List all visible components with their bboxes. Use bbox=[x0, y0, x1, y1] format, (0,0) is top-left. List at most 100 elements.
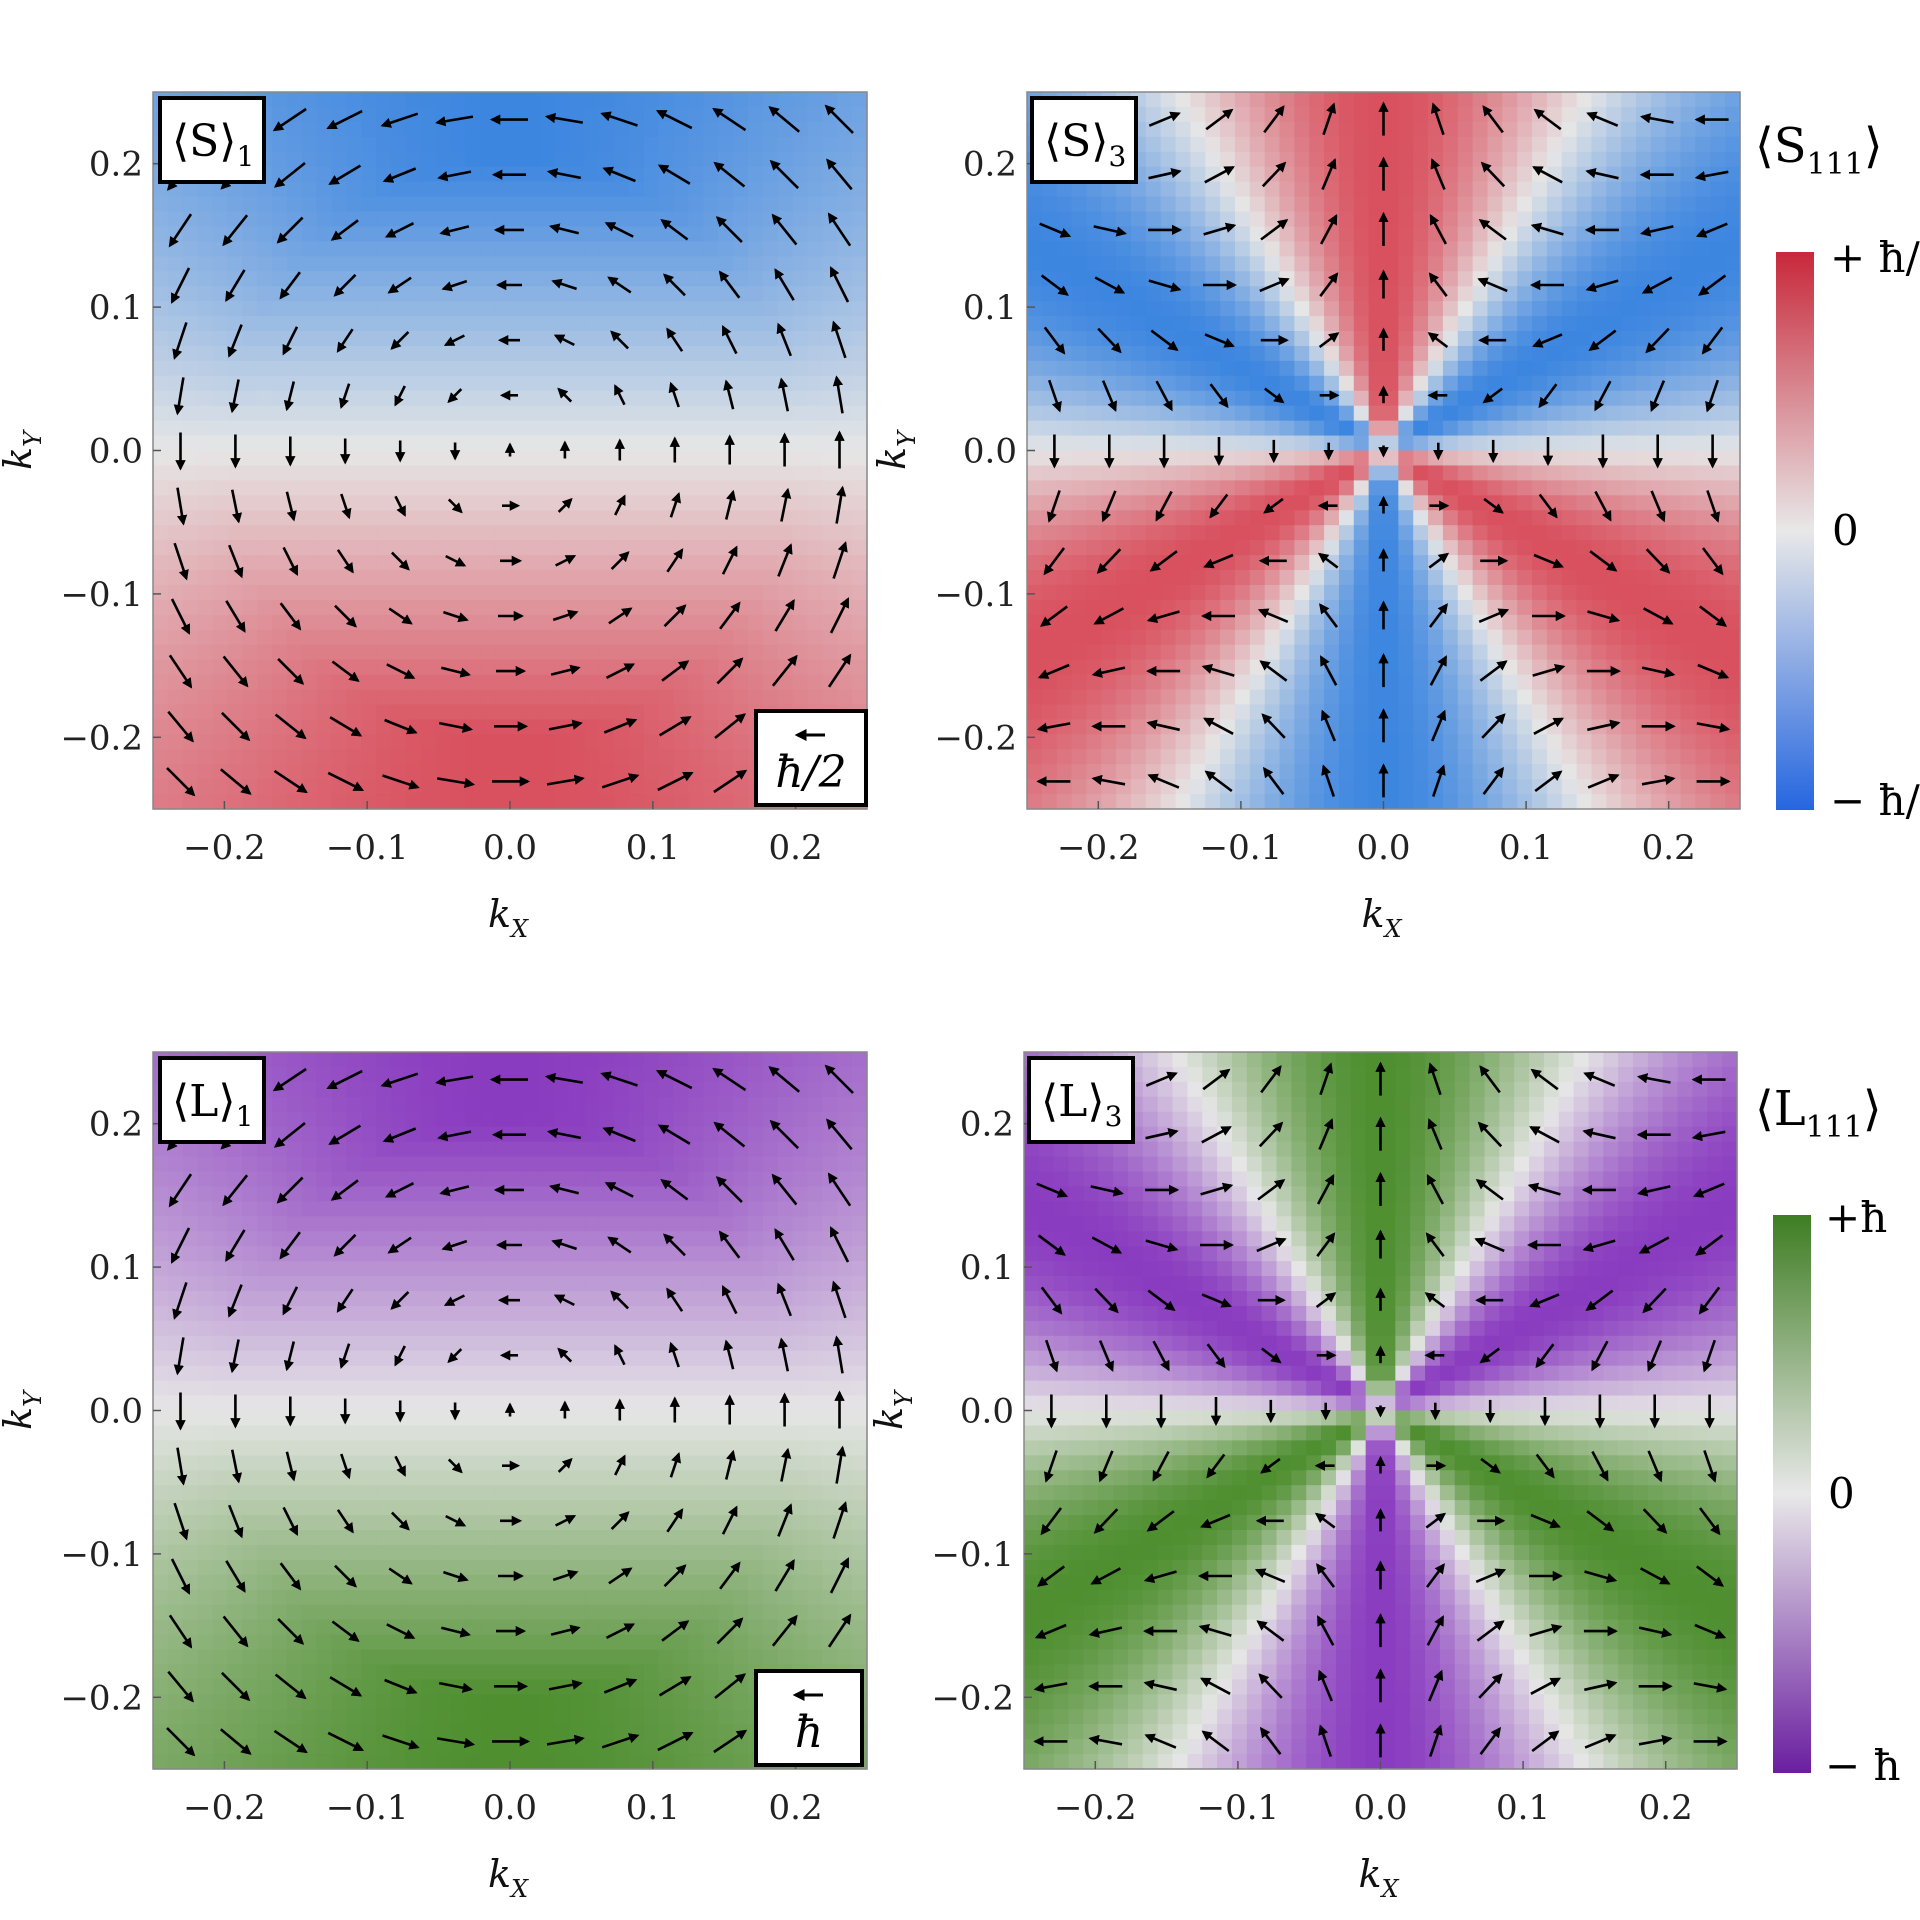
heatmap-cell bbox=[658, 465, 675, 481]
field-arrow bbox=[331, 660, 360, 682]
heatmap-cell bbox=[1116, 420, 1132, 437]
field-arrow bbox=[1645, 548, 1671, 574]
heatmap-cell bbox=[1383, 495, 1399, 511]
heatmap-cell bbox=[257, 316, 273, 332]
heatmap-cell bbox=[1056, 360, 1073, 377]
heatmap-cell bbox=[1428, 465, 1444, 481]
heatmap-cell bbox=[1457, 480, 1474, 496]
field-arrow bbox=[442, 610, 469, 623]
heatmap-cell bbox=[316, 435, 333, 452]
heatmap-cell bbox=[643, 689, 660, 706]
heatmap-cell bbox=[614, 629, 630, 646]
heatmap-cell bbox=[614, 704, 630, 720]
heatmap-cell bbox=[703, 390, 719, 407]
field-arrow bbox=[1645, 327, 1670, 354]
heatmap-cell bbox=[524, 166, 541, 183]
heatmap-cell bbox=[361, 540, 377, 556]
heatmap-cell bbox=[1695, 211, 1711, 228]
heatmap-cell bbox=[1383, 286, 1399, 302]
heatmap-cell bbox=[495, 181, 511, 198]
heatmap-cell bbox=[1101, 480, 1117, 496]
heatmap-cell bbox=[762, 465, 779, 481]
heatmap-cell bbox=[480, 465, 496, 481]
heatmap-cell bbox=[480, 136, 496, 153]
heatmap-cell bbox=[1338, 405, 1355, 422]
heatmap-cell bbox=[1576, 405, 1593, 422]
heatmap-cell bbox=[346, 614, 362, 631]
heatmap-cell bbox=[703, 345, 719, 362]
field-arrow bbox=[555, 554, 577, 567]
heatmap-cell bbox=[539, 375, 556, 392]
heatmap-cell bbox=[1101, 704, 1117, 720]
heatmap-cell bbox=[1145, 779, 1162, 795]
heatmap-cell bbox=[733, 555, 749, 571]
heatmap-cell bbox=[539, 390, 556, 407]
field-arrow bbox=[273, 161, 306, 188]
heatmap-cell bbox=[286, 301, 303, 317]
heatmap-cell bbox=[1576, 196, 1593, 213]
heatmap-cell bbox=[1665, 211, 1682, 228]
heatmap-cell bbox=[1145, 151, 1162, 168]
heatmap-cell bbox=[1442, 106, 1459, 123]
heatmap-cell bbox=[346, 435, 362, 452]
heatmap-cell bbox=[1309, 390, 1325, 407]
heatmap-cell bbox=[524, 256, 541, 272]
heatmap-cell bbox=[435, 495, 452, 511]
field-arrow bbox=[655, 109, 693, 130]
heatmap-cell bbox=[1413, 779, 1429, 795]
heatmap-cell bbox=[391, 570, 407, 586]
heatmap-cell bbox=[1487, 181, 1503, 198]
heatmap-cell bbox=[629, 286, 645, 302]
heatmap-cell bbox=[1071, 570, 1088, 586]
heatmap-cell bbox=[1205, 405, 1221, 422]
heatmap-cell bbox=[643, 286, 660, 302]
heatmap-cell bbox=[1695, 674, 1711, 691]
heatmap-cell bbox=[1071, 435, 1088, 452]
heatmap-cell bbox=[1353, 450, 1370, 467]
heatmap-cell bbox=[852, 465, 868, 481]
heatmap-cell bbox=[1383, 181, 1399, 198]
heatmap-cell bbox=[1457, 316, 1474, 332]
heatmap-cell bbox=[688, 659, 704, 676]
heatmap-cell bbox=[1324, 256, 1340, 272]
heatmap-cell bbox=[510, 420, 526, 437]
heatmap-cell bbox=[495, 644, 511, 661]
heatmap-cell bbox=[539, 435, 556, 452]
heatmap-cell bbox=[554, 136, 571, 153]
heatmap-cell bbox=[673, 166, 690, 183]
vector-field bbox=[1036, 101, 1731, 798]
heatmap-cell bbox=[1591, 151, 1607, 168]
heatmap-cell bbox=[733, 106, 749, 123]
heatmap-cell bbox=[1532, 689, 1548, 706]
heatmap-cell bbox=[1650, 181, 1667, 198]
heatmap-cell bbox=[614, 450, 630, 467]
heatmap-cell bbox=[748, 435, 764, 452]
heatmap-cell bbox=[1041, 316, 1058, 332]
heatmap-cell bbox=[1576, 92, 1593, 108]
heatmap-cell bbox=[733, 689, 749, 706]
heatmap-cell bbox=[524, 301, 541, 317]
heatmap-cell bbox=[748, 151, 764, 168]
heatmap-cell bbox=[792, 241, 809, 257]
field-arrow bbox=[447, 498, 463, 514]
heatmap-cell bbox=[1546, 375, 1563, 392]
heatmap-cell bbox=[1279, 121, 1295, 138]
x-tick-label: −0.2 bbox=[1057, 828, 1140, 868]
heatmap-cell bbox=[1145, 570, 1162, 586]
heatmap-cell bbox=[1086, 734, 1102, 750]
heatmap-cell bbox=[197, 375, 214, 392]
heatmap-cell bbox=[643, 301, 660, 317]
heatmap-cell bbox=[1532, 570, 1548, 586]
heatmap-cell bbox=[1205, 674, 1221, 691]
heatmap-cell bbox=[1650, 674, 1667, 691]
heatmap-cell bbox=[1442, 331, 1459, 347]
heatmap-cell bbox=[584, 301, 600, 317]
heatmap-cell bbox=[257, 734, 273, 750]
heatmap-cell bbox=[1160, 405, 1177, 422]
heatmap-cell bbox=[1220, 241, 1236, 257]
heatmap-cell bbox=[1457, 106, 1474, 123]
heatmap-cell bbox=[1665, 181, 1682, 198]
field-arrow bbox=[660, 219, 689, 241]
heatmap-cell bbox=[643, 121, 660, 138]
heatmap-cell bbox=[673, 510, 690, 526]
